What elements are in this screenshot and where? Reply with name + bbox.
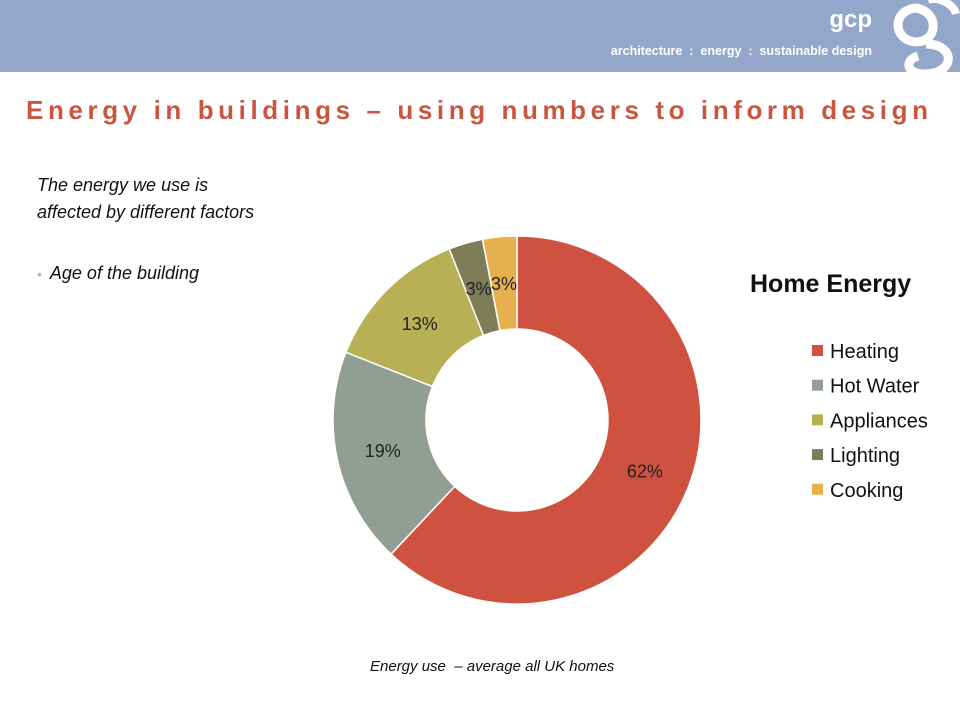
legend-swatch-appliances	[812, 414, 823, 426]
legend-label-lighting: Lighting	[830, 445, 900, 467]
data-label-heating: 62%	[627, 462, 663, 482]
data-label-appliances: 13%	[402, 314, 438, 334]
header-bar: gcp architecture : energy : sustainable …	[0, 0, 960, 72]
slide-title: Energy in buildings – using numbers to i…	[26, 95, 933, 125]
chart-caption: Energy use – average all UK homes	[370, 658, 615, 675]
legend-title: Home Energy	[750, 270, 911, 298]
chart-legend: Heating Hot Water Appliances Lighting Cookin…	[812, 341, 928, 502]
brand-tagline: architecture : energy : sustainable desi…	[610, 44, 872, 58]
brand-name: gcp	[829, 6, 872, 33]
bullet-dot-icon: •	[37, 266, 42, 282]
data-label-hot-water: 19%	[365, 441, 401, 461]
legend-label-hot-water: Hot Water	[830, 376, 920, 398]
bullet-item: • Age of the building	[37, 263, 199, 284]
data-label-lighting: 3%	[466, 279, 492, 299]
slice-heating	[389, 235, 702, 605]
legend-label-heating: Heating	[830, 341, 899, 363]
bullet-text: Age of the building	[49, 263, 200, 283]
gcp-logo-icon	[893, 0, 960, 79]
data-label-cooking: 3%	[491, 274, 517, 294]
legend-label-cooking: Cooking	[830, 480, 903, 502]
slice-cooking	[481, 235, 518, 332]
body-text: The energy we use is affected by differe…	[37, 175, 255, 222]
legend-swatch-cooking	[812, 483, 823, 495]
legend-swatch-lighting	[812, 449, 823, 461]
legend-swatch-hot-water	[812, 379, 823, 391]
slice-hot-water	[332, 351, 456, 556]
slice-labels: 62% 19% 13% 3% 3%	[365, 274, 663, 482]
doughnut-slices	[332, 235, 702, 605]
legend-label-appliances: Appliances	[830, 410, 928, 432]
legend-swatch-heating	[812, 345, 823, 356]
